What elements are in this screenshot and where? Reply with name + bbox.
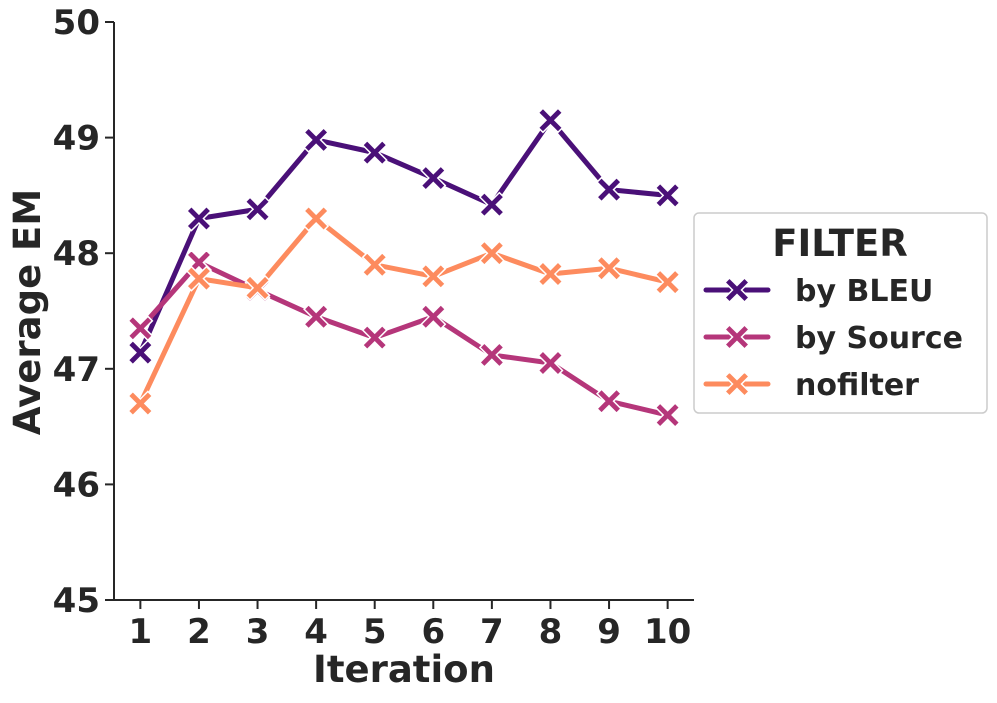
x-tick-label: 4 [304, 612, 328, 652]
y-tick-label: 45 [53, 581, 100, 621]
legend-marker [723, 323, 751, 351]
legend-title: FILTER [772, 222, 908, 265]
x-tick-label: 3 [246, 612, 270, 652]
y-axis-title: Average EM [6, 189, 49, 435]
series-nofilter [127, 205, 681, 417]
data-point [361, 139, 388, 166]
y-ticks: 45 46 47 48 49 50 [53, 3, 114, 621]
series-by-source [127, 249, 681, 429]
x-tick-label: 5 [363, 612, 387, 652]
legend-marker [723, 276, 751, 304]
legend-entry: by Source [703, 321, 963, 356]
series-line [137, 216, 671, 406]
data-point [478, 191, 505, 218]
legend-entries: by BLEU by Source nofilter [703, 274, 963, 403]
data-point [595, 176, 623, 203]
data-point [185, 265, 213, 292]
data-point [420, 164, 447, 192]
y-tick-label: 46 [53, 465, 100, 505]
x-tick-label: 1 [129, 612, 153, 652]
x-tick-label: 6 [421, 612, 445, 652]
data-point [303, 303, 330, 330]
data-point [654, 182, 681, 209]
data-point [361, 251, 388, 278]
legend-entry: by BLEU [703, 274, 933, 309]
data-point [185, 205, 213, 232]
data-point [303, 126, 330, 153]
data-point [127, 339, 154, 366]
series-line [137, 259, 671, 418]
data-point [478, 240, 505, 267]
data-point [537, 260, 564, 288]
data-point [654, 401, 681, 429]
x-ticks: 1 2 3 4 5 6 7 8 9 10 [129, 600, 691, 652]
x-tick-label: 8 [539, 612, 563, 652]
legend-entry: nofilter [703, 368, 919, 403]
y-tick-label: 47 [53, 350, 100, 390]
x-axis-title: Iteration [313, 648, 495, 691]
y-tick-label: 49 [53, 119, 100, 159]
data-point [244, 196, 271, 223]
data-point [537, 107, 564, 134]
data-point [361, 324, 388, 351]
x-tick-label: 10 [644, 612, 691, 652]
y-tick-label: 50 [53, 3, 100, 43]
legend-label: nofilter [795, 368, 919, 403]
x-tick-label: 2 [187, 612, 211, 652]
data-point [478, 341, 505, 368]
data-point [303, 205, 330, 232]
data-point [420, 303, 447, 330]
data-point [420, 263, 447, 290]
axes [113, 22, 694, 601]
y-tick-label: 48 [53, 234, 100, 274]
legend-box [693, 212, 988, 414]
data-point [595, 388, 623, 415]
data-point [244, 274, 271, 301]
data-point [127, 315, 154, 342]
series-line [137, 117, 671, 356]
legend: FILTER by BLEU by Source nofilter [693, 212, 988, 414]
data-point [595, 255, 623, 282]
x-tick-label: 7 [480, 612, 504, 652]
legend-marker [723, 370, 751, 398]
series [127, 107, 681, 429]
data-point [127, 390, 154, 417]
data-point [654, 269, 681, 296]
series-by-bleu [127, 107, 681, 366]
legend-label: by Source [795, 321, 963, 356]
legend-label: by BLEU [795, 274, 933, 309]
x-tick-label: 9 [597, 612, 621, 652]
data-point [537, 349, 564, 377]
